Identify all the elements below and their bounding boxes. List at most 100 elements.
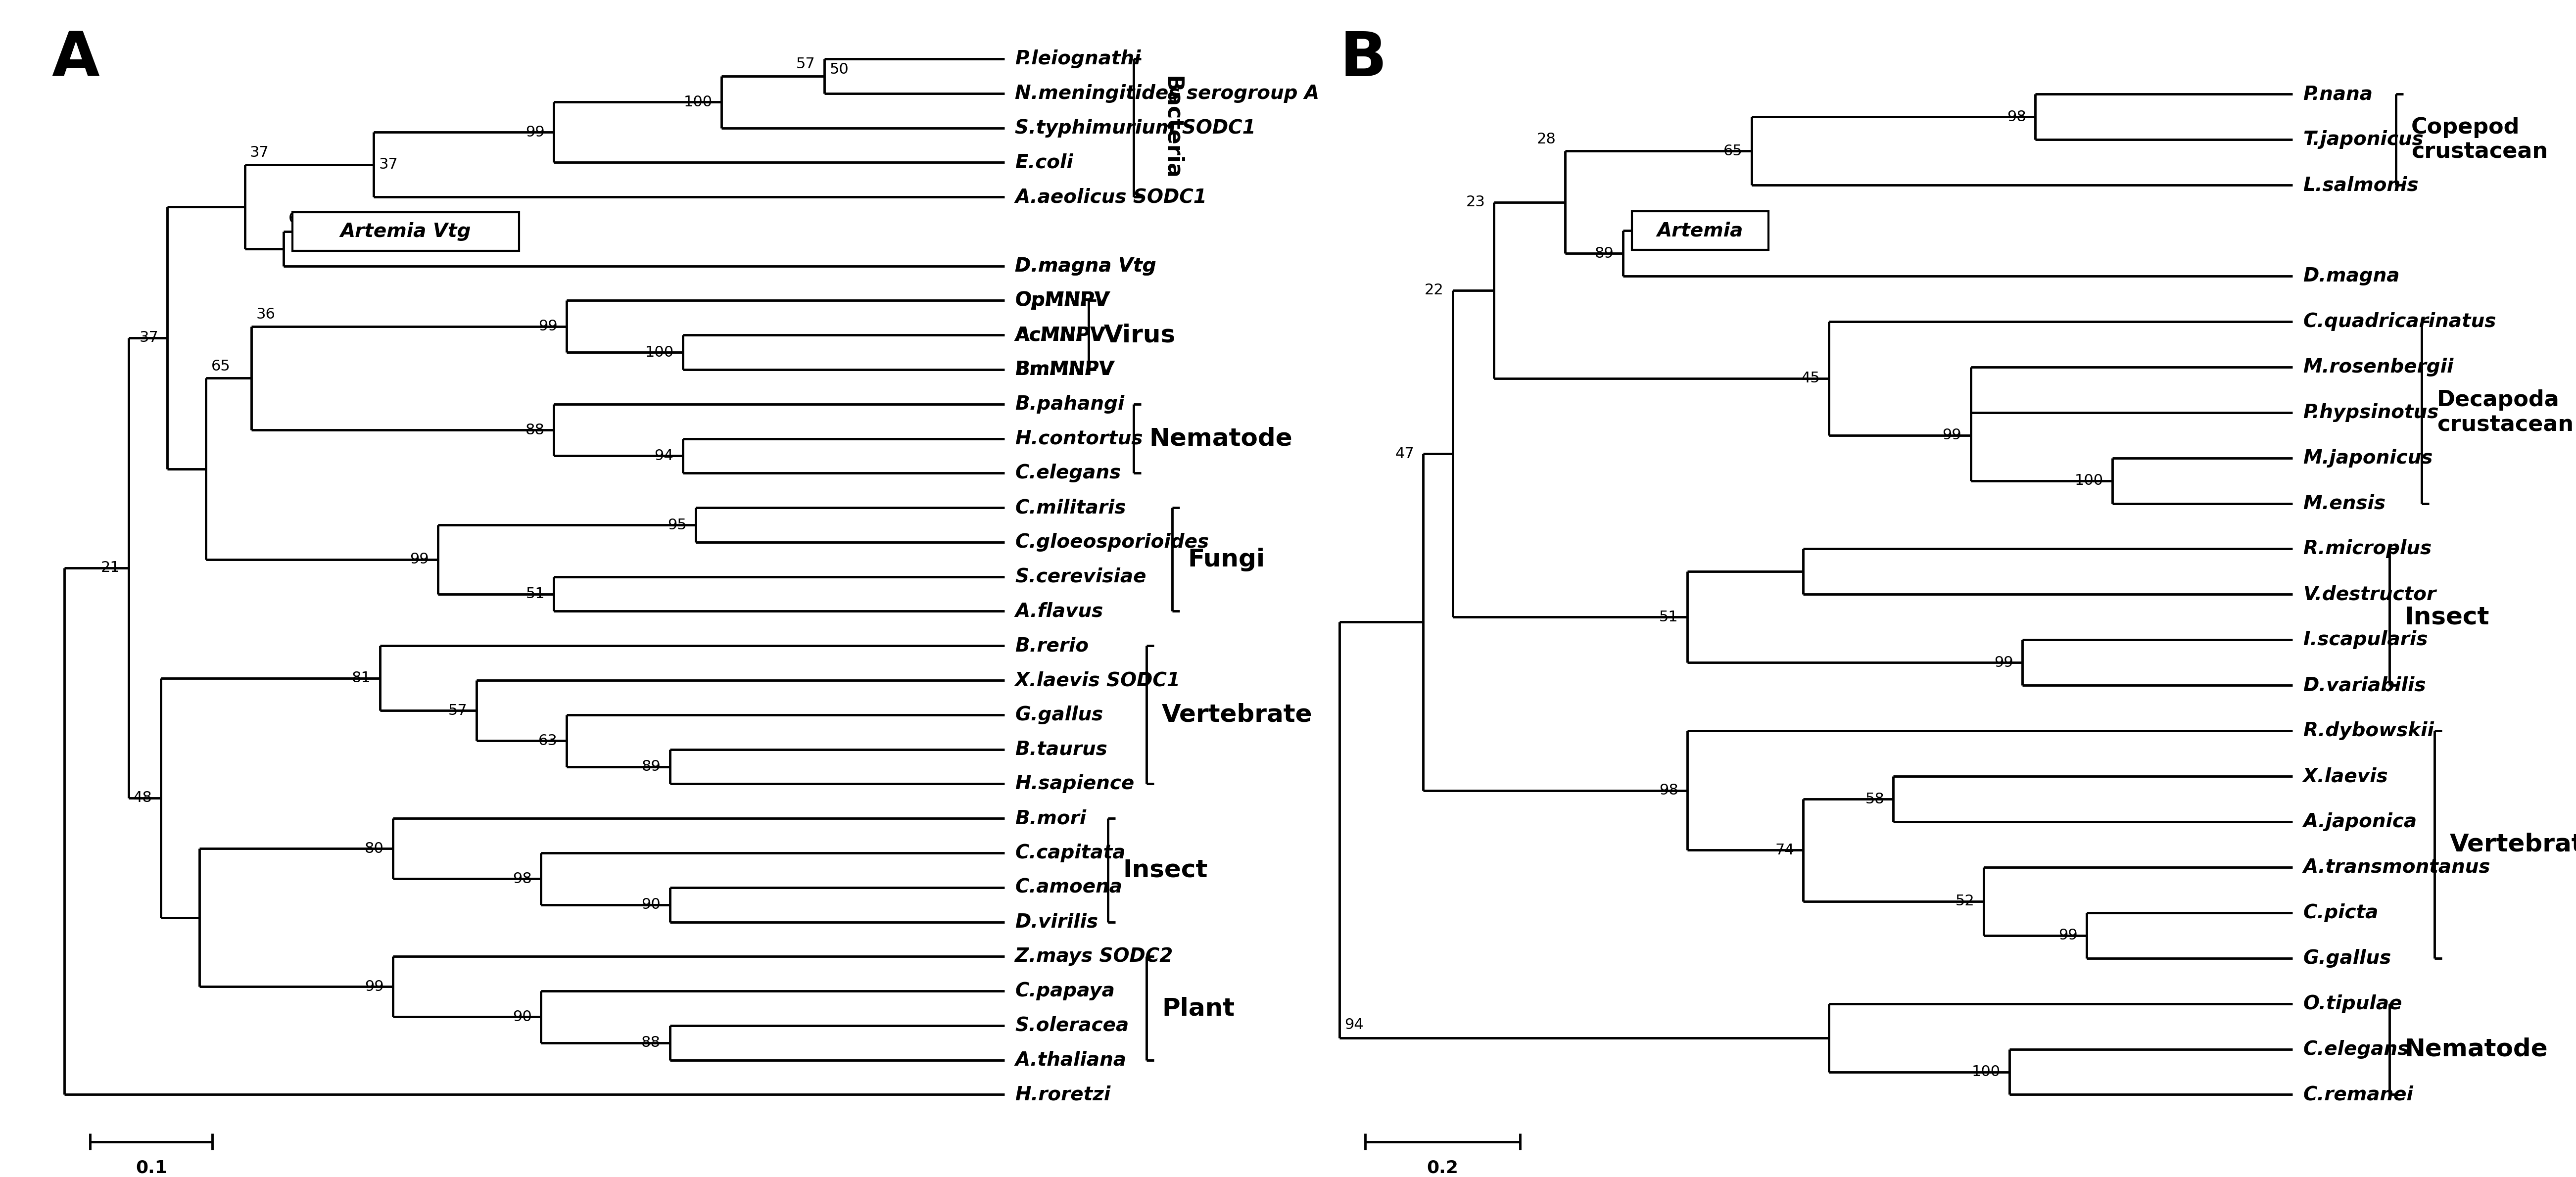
Text: 74: 74 bbox=[1775, 843, 1795, 857]
Text: 100: 100 bbox=[1971, 1065, 1999, 1079]
Text: 47: 47 bbox=[1396, 446, 1414, 461]
Text: 80: 80 bbox=[366, 842, 384, 856]
Text: 37: 37 bbox=[250, 146, 268, 160]
Text: 63: 63 bbox=[538, 733, 556, 747]
Text: D.magna: D.magna bbox=[2303, 267, 2401, 286]
Text: 99: 99 bbox=[2058, 929, 2079, 943]
Text: 57: 57 bbox=[796, 56, 814, 72]
Text: B.taurus: B.taurus bbox=[1015, 740, 1108, 759]
Text: C.quadricarinatus: C.quadricarinatus bbox=[2303, 312, 2496, 331]
Text: 58: 58 bbox=[1865, 792, 1886, 806]
Text: 65: 65 bbox=[289, 211, 307, 226]
Text: Z.mays SODC2: Z.mays SODC2 bbox=[1015, 947, 1172, 966]
Text: B.pahangi: B.pahangi bbox=[1015, 394, 1123, 413]
Text: 98: 98 bbox=[1659, 784, 1680, 798]
Text: G.gallus: G.gallus bbox=[1015, 705, 1103, 724]
Text: Insect: Insect bbox=[1123, 858, 1208, 882]
Text: B.rerio: B.rerio bbox=[1015, 637, 1090, 656]
Text: 95: 95 bbox=[667, 518, 685, 532]
Text: 57: 57 bbox=[448, 704, 469, 718]
Text: 50: 50 bbox=[829, 62, 848, 77]
Text: A.flavus: A.flavus bbox=[1015, 601, 1103, 620]
Text: P.nana: P.nana bbox=[2303, 85, 2372, 104]
Text: 88: 88 bbox=[526, 423, 546, 437]
Text: Decapoda
crustacean: Decapoda crustacean bbox=[2437, 390, 2573, 435]
Text: P.hypsinotus: P.hypsinotus bbox=[2303, 403, 2439, 421]
Text: E.coli: E.coli bbox=[1015, 153, 1074, 172]
Text: 90: 90 bbox=[513, 1010, 533, 1024]
Text: M.japonicus: M.japonicus bbox=[2303, 448, 2432, 467]
FancyBboxPatch shape bbox=[1633, 211, 1767, 250]
Text: 98: 98 bbox=[2007, 109, 2025, 124]
Text: D.magna Vtg: D.magna Vtg bbox=[1015, 257, 1157, 275]
FancyBboxPatch shape bbox=[294, 212, 520, 251]
Text: X.laevis: X.laevis bbox=[2303, 767, 2388, 786]
Text: 81: 81 bbox=[353, 671, 371, 685]
Text: Nematode: Nematode bbox=[2403, 1037, 2548, 1060]
Text: B: B bbox=[1340, 29, 1386, 89]
Text: A.thaliana: A.thaliana bbox=[1015, 1051, 1126, 1070]
Text: R.microplus: R.microplus bbox=[2303, 539, 2432, 558]
Text: 0.1: 0.1 bbox=[137, 1159, 167, 1176]
Text: 51: 51 bbox=[526, 587, 546, 601]
Text: C.remanei: C.remanei bbox=[2303, 1085, 2414, 1104]
Text: M.ensis: M.ensis bbox=[2303, 494, 2385, 513]
Text: X.laevis SODC1: X.laevis SODC1 bbox=[1015, 671, 1180, 690]
Text: 100: 100 bbox=[2074, 473, 2105, 488]
Text: 94: 94 bbox=[1345, 1018, 1363, 1032]
Text: N.meningitides serogroup A: N.meningitides serogroup A bbox=[1015, 84, 1319, 102]
Text: 88: 88 bbox=[641, 1036, 659, 1050]
Text: 0.2: 0.2 bbox=[1427, 1159, 1458, 1176]
Text: H.roretzi: H.roretzi bbox=[1015, 1085, 1110, 1104]
Text: 52: 52 bbox=[1955, 895, 1976, 909]
Text: 48: 48 bbox=[134, 791, 152, 805]
Text: 94: 94 bbox=[654, 448, 675, 463]
Text: A.japonica: A.japonica bbox=[2303, 812, 2416, 831]
Text: 23: 23 bbox=[1466, 195, 1484, 210]
Text: P.leiognathi: P.leiognathi bbox=[1015, 49, 1141, 68]
Text: C.militaris: C.militaris bbox=[1015, 498, 1126, 517]
Text: 90: 90 bbox=[641, 898, 659, 912]
Text: AcMNPV: AcMNPV bbox=[1015, 326, 1105, 345]
Text: I.scapularis: I.scapularis bbox=[2303, 631, 2427, 650]
Text: Artemia: Artemia bbox=[1656, 221, 1744, 240]
Text: V.destructor: V.destructor bbox=[2303, 585, 2437, 604]
Text: 99: 99 bbox=[1942, 428, 1963, 443]
Text: T.japonicus: T.japonicus bbox=[2303, 131, 2424, 149]
Text: D.variabilis: D.variabilis bbox=[2303, 676, 2427, 694]
Text: C.elegans: C.elegans bbox=[2303, 1039, 2409, 1058]
Text: Fungi: Fungi bbox=[1188, 547, 1265, 571]
Text: 99: 99 bbox=[538, 319, 556, 333]
Text: D.virilis: D.virilis bbox=[1015, 912, 1097, 931]
Text: C.picta: C.picta bbox=[2303, 903, 2378, 922]
Text: 45: 45 bbox=[1801, 371, 1819, 386]
Text: BmMNPV: BmMNPV bbox=[1015, 360, 1113, 379]
Text: 99: 99 bbox=[526, 125, 546, 139]
Text: 65: 65 bbox=[211, 359, 229, 373]
Text: D.magna Vtg: D.magna Vtg bbox=[1015, 257, 1157, 275]
Text: H.sapience: H.sapience bbox=[1015, 774, 1133, 793]
Text: A: A bbox=[52, 29, 100, 89]
Text: C.papaya: C.papaya bbox=[1015, 982, 1115, 1000]
Text: 89: 89 bbox=[1595, 246, 1613, 260]
Text: Bacteria: Bacteria bbox=[1162, 77, 1182, 180]
Text: S.oleracea: S.oleracea bbox=[1015, 1016, 1128, 1035]
Text: 99: 99 bbox=[366, 979, 384, 993]
Text: 100: 100 bbox=[683, 95, 711, 109]
Text: 37: 37 bbox=[379, 158, 397, 172]
Text: A.aeolicus SODC1: A.aeolicus SODC1 bbox=[1015, 187, 1206, 206]
Text: 21: 21 bbox=[100, 560, 121, 576]
Text: O.tipulae: O.tipulae bbox=[2303, 995, 2401, 1013]
Text: C.capitata: C.capitata bbox=[1015, 844, 1126, 863]
Text: 22: 22 bbox=[1425, 284, 1443, 298]
Text: 99: 99 bbox=[1994, 656, 2014, 670]
Text: Copepod
crustacean: Copepod crustacean bbox=[2411, 117, 2548, 162]
Text: OpMNPV: OpMNPV bbox=[1015, 291, 1110, 310]
Text: Insect: Insect bbox=[2403, 605, 2488, 629]
Text: 51: 51 bbox=[1659, 610, 1680, 624]
Text: R.dybowskii: R.dybowskii bbox=[2303, 722, 2434, 740]
Text: Artemia Vtg: Artemia Vtg bbox=[340, 222, 471, 241]
Text: 28: 28 bbox=[1538, 132, 1556, 146]
Text: S.cerevisiae: S.cerevisiae bbox=[1015, 567, 1146, 586]
Text: 99: 99 bbox=[410, 552, 430, 566]
